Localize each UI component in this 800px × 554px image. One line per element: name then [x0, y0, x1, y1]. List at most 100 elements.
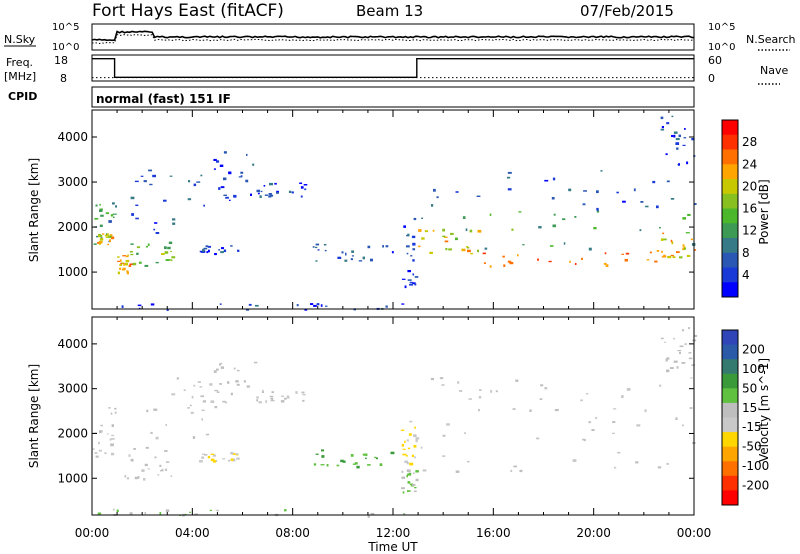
data-cell: [436, 196, 439, 199]
data-cell: [431, 204, 434, 207]
data-cell: [413, 217, 417, 221]
colorbar-tick-label: 24: [742, 157, 757, 171]
data-cell: [670, 198, 675, 200]
data-cell: [116, 509, 119, 512]
data-cell: [165, 423, 167, 427]
data-cell: [415, 439, 418, 443]
data-cell: [105, 212, 109, 215]
data-cell: [235, 380, 239, 383]
data-cell: [421, 237, 425, 240]
data-cell: [459, 390, 463, 392]
time-axis: 00:00 04:00 08:00 12:00 16:00 20:00 00:00: [75, 526, 712, 540]
data-cell: [260, 190, 263, 193]
time-tick-label: 16:00: [476, 526, 511, 540]
data-cell: [683, 137, 687, 139]
cpid-mode: normal (fast) 151 IF: [96, 92, 231, 106]
data-cell: [645, 205, 649, 208]
data-cell: [673, 360, 678, 363]
data-cell: [201, 409, 205, 411]
data-cell: [194, 513, 199, 515]
data-cell: [152, 174, 156, 178]
data-cell: [408, 472, 412, 475]
data-cell: [201, 456, 205, 459]
data-cell: [117, 271, 120, 275]
data-cell: [233, 367, 236, 370]
colorbar-tick-label: -200: [742, 479, 769, 493]
y-tick-label: 2000: [57, 426, 88, 440]
data-cell: [483, 262, 486, 264]
data-cell: [511, 228, 514, 231]
data-cell: [140, 175, 144, 177]
data-cell: [679, 351, 681, 354]
colorbar-segment: [722, 330, 738, 345]
data-cell: [300, 186, 304, 189]
data-cell: [406, 469, 411, 472]
data-cell: [662, 232, 665, 235]
data-cell: [110, 438, 115, 440]
data-cell: [203, 247, 208, 250]
data-cell: [117, 260, 121, 262]
velocity-panel: 1000 2000 3000 4000 Slant Range [km]: [27, 316, 698, 518]
data-cell: [312, 246, 315, 248]
data-cell: [614, 466, 617, 469]
data-cell: [444, 236, 448, 238]
data-cell: [693, 249, 697, 251]
data-cell: [418, 245, 421, 248]
data-cell: [402, 491, 405, 494]
data-cell: [218, 249, 221, 251]
data-cell: [552, 224, 556, 228]
data-cell: [688, 352, 692, 354]
data-cell: [150, 303, 155, 306]
data-cell: [345, 252, 347, 256]
data-cell: [404, 285, 407, 289]
data-cell: [401, 303, 405, 305]
data-cell: [517, 254, 519, 257]
data-cell: [450, 232, 454, 235]
data-cell: [401, 476, 406, 479]
data-cell: [400, 429, 405, 431]
data-cell: [588, 421, 592, 424]
data-cell: [163, 199, 167, 202]
velocity-colorbar-label: Velocity [m s^-1]: [757, 358, 771, 462]
data-cell: [415, 470, 419, 473]
data-cell: [219, 363, 221, 366]
data-cell: [633, 188, 636, 192]
data-cell: [413, 472, 415, 474]
data-cell: [110, 214, 114, 217]
data-cell: [414, 456, 416, 459]
data-cell: [214, 253, 217, 256]
data-cell: [661, 126, 664, 129]
data-cell: [402, 448, 406, 450]
data-cell: [413, 445, 417, 448]
data-cell: [248, 303, 252, 306]
data-cell: [586, 393, 589, 395]
data-cell: [213, 370, 217, 373]
data-cell: [693, 203, 697, 205]
data-cell: [220, 251, 224, 254]
data-cell: [225, 401, 227, 404]
data-cell: [411, 484, 416, 486]
data-cell: [155, 436, 159, 440]
data-cell: [374, 456, 377, 459]
data-cell: [157, 474, 160, 476]
nsearch-label: N.Search: [746, 33, 796, 46]
data-cell: [415, 478, 419, 482]
data-cell: [617, 451, 621, 454]
colorbar-segment: [722, 432, 738, 448]
data-cell: [192, 436, 196, 439]
data-cell: [171, 256, 176, 259]
data-cell: [666, 462, 669, 465]
data-cell: [276, 190, 279, 192]
data-cell: [507, 171, 512, 174]
data-cell: [679, 256, 683, 259]
data-cell: [268, 195, 272, 198]
data-cell: [581, 257, 583, 260]
data-cell: [465, 228, 468, 232]
data-cell: [111, 424, 114, 427]
data-cell: [153, 408, 158, 411]
time-tick-label: 08:00: [275, 526, 310, 540]
data-cell: [135, 204, 139, 206]
data-cell: [407, 270, 411, 273]
data-cell: [223, 151, 227, 154]
data-cell: [688, 327, 690, 330]
